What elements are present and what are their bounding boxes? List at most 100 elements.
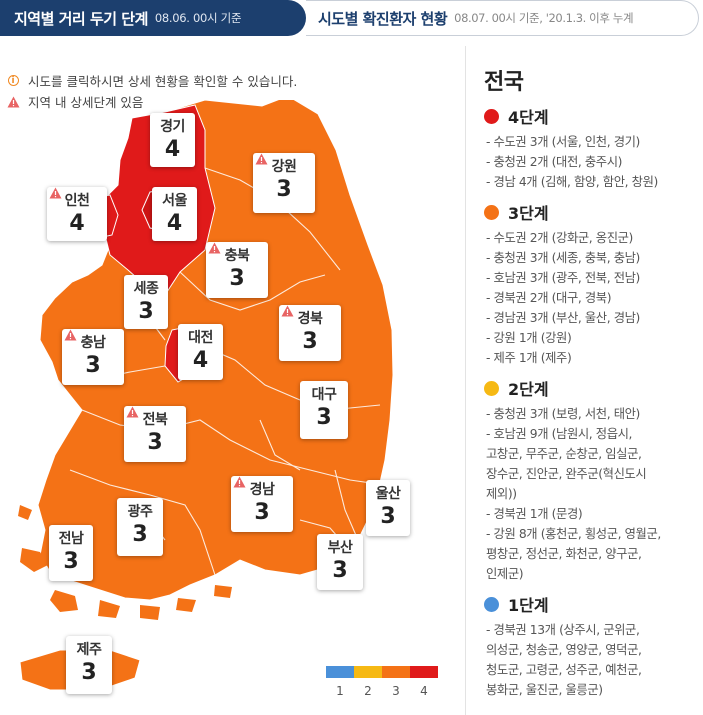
level-heading: 3단계	[484, 200, 703, 224]
region-card-gyeongbuk[interactable]: 경북 3	[279, 305, 341, 361]
list-item: - 강원 8개 (홍천군, 횡성군, 영월군,	[486, 527, 661, 541]
level-1-dot-icon	[484, 596, 499, 612]
tab-confirmed-cases[interactable]: 시도별 확진환자 현황 08.07. 00시 기준, '20.1.3. 이후 누…	[306, 0, 699, 36]
region-name: 경기	[160, 119, 185, 135]
region-level: 4	[192, 348, 209, 373]
level-heading: 4단계	[484, 104, 703, 128]
note-detail-levels: 지역 내 상세단계 있음	[6, 91, 297, 112]
legend-label: 3	[392, 684, 400, 698]
warning-icon	[49, 187, 62, 199]
region-name: 부산	[327, 540, 353, 556]
list-item: - 제주 1개 (제주)	[486, 351, 572, 365]
region-level: 3	[332, 558, 348, 583]
region-card-gyeonggi[interactable]: 경기 4	[150, 113, 195, 167]
region-card-sejong[interactable]: 세종 3	[124, 275, 168, 329]
region-level: 4	[164, 137, 181, 162]
level-label: 4단계	[508, 108, 549, 127]
korea-map: 경기 4 서울 4 인천 4 강원 3 충북 3 세종 3 충남 3 대전 4 …	[0, 100, 460, 715]
region-card-ulsan[interactable]: 울산 3	[366, 480, 410, 536]
list-item: 의성군, 청송군, 영양군, 영덕군,	[486, 643, 642, 657]
level-heading: 2단계	[484, 376, 703, 400]
region-name: 서울	[162, 193, 187, 209]
panel-divider	[465, 46, 466, 715]
region-card-gyeongnam[interactable]: 경남 3	[231, 476, 293, 532]
region-name: 인천	[64, 193, 90, 209]
region-card-incheon[interactable]: 인천 4	[47, 187, 107, 241]
region-name-row: 충북	[206, 242, 268, 264]
region-name: 울산	[375, 486, 401, 502]
list-item: - 경북권 2개 (대구, 경북)	[486, 291, 612, 305]
region-card-gangwon[interactable]: 강원 3	[253, 153, 315, 213]
level-group-3: 3단계 - 수도권 2개 (강화군, 옹진군) - 충청권 3개 (세종, 충북…	[484, 200, 703, 368]
region-level: 3	[254, 500, 270, 525]
region-name-row: 전북	[124, 406, 186, 428]
level-group-1: 1단계 - 경북권 13개 (상주시, 군위군, 의성군, 청송군, 영양군, …	[484, 592, 703, 700]
list-item: 고창군, 무주군, 순창군, 임실군,	[486, 447, 642, 461]
region-card-jeonbuk[interactable]: 전북 3	[124, 406, 186, 462]
region-name: 세종	[133, 281, 159, 297]
region-card-seoul[interactable]: 서울 4	[152, 187, 197, 241]
tab-distancing-title: 지역별 거리 두기 단계	[14, 9, 148, 28]
info-icon: i	[6, 74, 20, 88]
warning-icon	[208, 242, 221, 254]
region-name: 충남	[80, 335, 106, 351]
region-card-chungnam[interactable]: 충남 3	[62, 329, 124, 385]
level-2-dot-icon	[484, 380, 499, 396]
legend-label: 2	[364, 684, 372, 698]
list-item: 평창군, 정선군, 화천군, 양구군,	[486, 547, 642, 561]
region-name-row: 경남	[231, 476, 293, 498]
legend-label: 4	[420, 684, 428, 698]
tab-distancing-date: 08.06. 00시 기준	[154, 11, 242, 25]
list-item: - 충청권 2개 (대전, 충주시)	[486, 155, 623, 169]
list-item: - 호남권 3개 (광주, 전북, 전남)	[486, 271, 640, 285]
region-level: 3	[316, 405, 332, 430]
region-card-jeonnam[interactable]: 전남 3	[49, 525, 93, 581]
region-name-row: 인천	[47, 187, 107, 209]
region-level: 3	[276, 177, 292, 202]
level-group-2: 2단계 - 충청권 3개 (보령, 서천, 태안) - 호남권 9개 (남원시,…	[484, 376, 703, 584]
list-item: - 충청권 3개 (세종, 충북, 충남)	[486, 251, 640, 265]
list-item: - 경남권 3개 (부산, 울산, 경남)	[486, 311, 640, 325]
region-name-row: 충남	[62, 329, 124, 351]
legend-label: 1	[336, 684, 344, 698]
region-card-busan[interactable]: 부산 3	[317, 534, 363, 590]
note-warning-text: 지역 내 상세단계 있음	[28, 95, 144, 110]
level-label: 3단계	[508, 204, 549, 223]
tab-bar: 지역별 거리 두기 단계 08.06. 00시 기준 시도별 확진환자 현황 0…	[0, 0, 703, 38]
tab-cases-date: 08.07. 00시 기준, '20.1.3. 이후 누계	[454, 11, 634, 25]
list-item: - 경북권 13개 (상주시, 군위군,	[486, 623, 640, 637]
note-click-info: i 시도를 클릭하시면 상세 현황을 확인할 수 있습니다.	[6, 70, 297, 91]
region-name: 제주	[76, 642, 102, 658]
region-card-gwangju[interactable]: 광주 3	[117, 498, 163, 556]
list-item: 인제군)	[486, 567, 524, 581]
region-level: 3	[63, 549, 79, 574]
warning-icon	[233, 476, 246, 488]
region-card-chungbuk[interactable]: 충북 3	[206, 242, 268, 298]
legend-swatch-3	[382, 666, 410, 678]
region-level: 4	[69, 211, 85, 236]
level-legend: 1 2 3 4	[326, 666, 438, 698]
legend-swatch-4	[410, 666, 438, 678]
list-item: - 수도권 2개 (강화군, 옹진군)	[486, 231, 633, 245]
region-name: 전남	[58, 531, 84, 547]
region-level: 3	[132, 522, 148, 547]
tab-distancing-level[interactable]: 지역별 거리 두기 단계 08.06. 00시 기준	[0, 0, 306, 36]
warning-icon	[126, 406, 139, 418]
warning-icon	[6, 95, 20, 109]
region-card-daegu[interactable]: 대구 3	[300, 381, 348, 439]
legend-swatch-1	[326, 666, 354, 678]
region-level: 3	[229, 266, 245, 291]
region-card-daejeon[interactable]: 대전 4	[178, 324, 223, 380]
region-name: 강원	[271, 159, 297, 175]
level-group-4: 4단계 - 수도권 3개 (서울, 인천, 경기) - 충청권 2개 (대전, …	[484, 104, 703, 192]
level-3-dot-icon	[484, 204, 499, 220]
warning-icon	[64, 329, 77, 341]
region-name-row: 경북	[279, 305, 341, 327]
level-label: 2단계	[508, 380, 549, 399]
region-card-jeju[interactable]: 제주 3	[66, 636, 112, 694]
region-name: 전북	[142, 412, 168, 428]
list-item: 장수군, 진안군, 완주군(혁신도시	[486, 467, 647, 481]
warning-icon	[255, 153, 268, 165]
region-level: 3	[85, 353, 101, 378]
panel-title: 전국	[484, 70, 524, 95]
